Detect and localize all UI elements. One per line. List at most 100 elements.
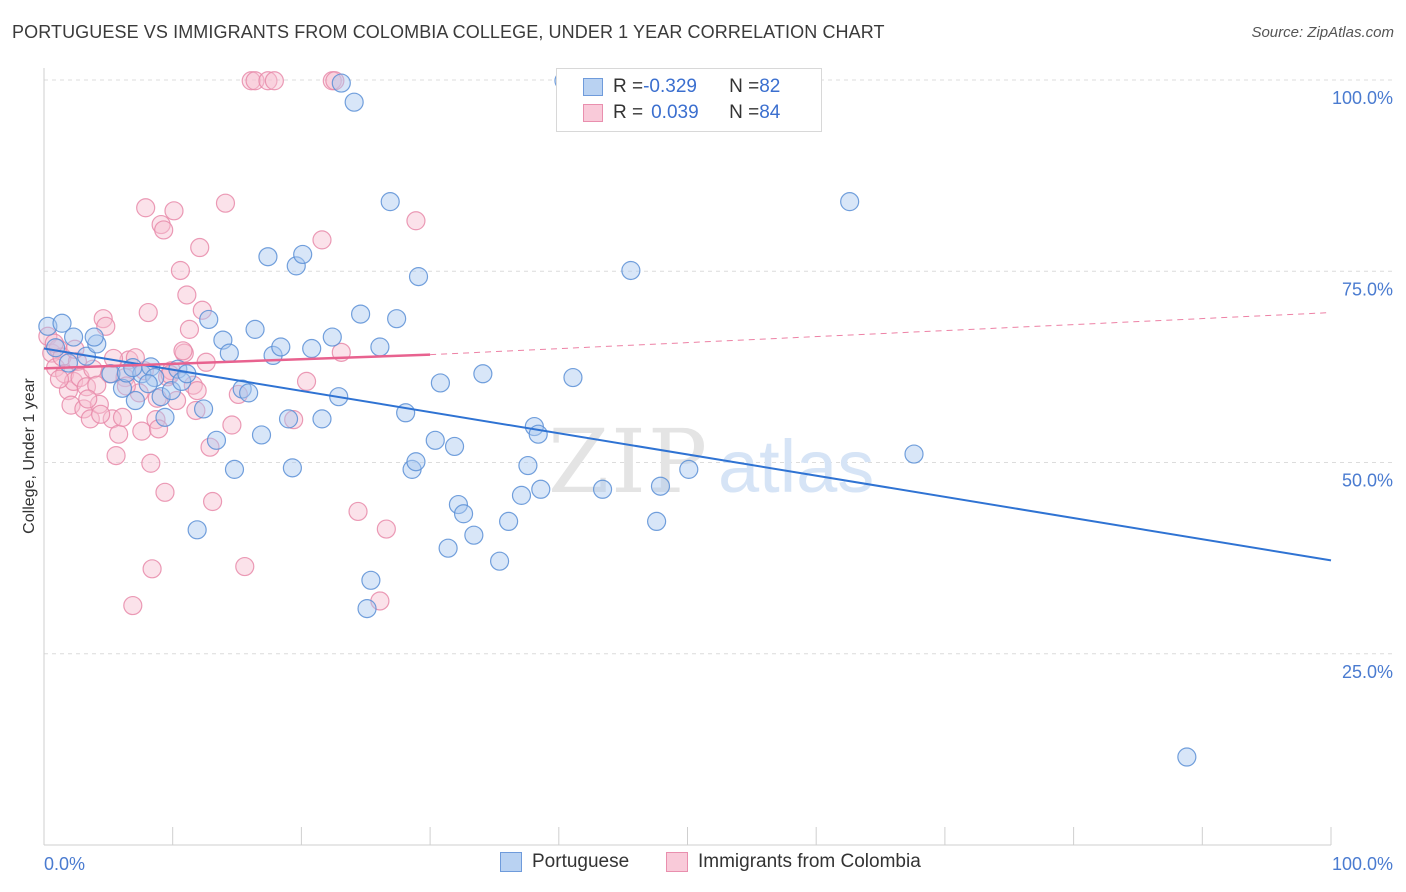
legend-swatch-portuguese [583,78,603,96]
point-portuguese [187,520,207,540]
point-colombia [61,395,81,415]
point-portuguese [473,364,493,384]
point-portuguese [219,343,239,363]
x-axis-ticks [43,827,1332,845]
point-colombia [190,237,210,258]
y-tick-label: 75.0% [1342,279,1393,299]
point-portuguese [647,511,667,532]
point-portuguese [464,525,484,545]
point-portuguese [58,353,79,373]
point-portuguese [406,452,426,472]
trend-line-colombia [43,353,431,370]
point-colombia [80,409,100,429]
bottom-legend-swatch-portuguese [500,852,522,872]
point-portuguese [331,73,351,93]
trend-lines [43,312,1332,562]
point-portuguese [155,407,175,427]
legend-n-value-portuguese: 82 [759,76,781,97]
bottom-legend-label-colombia: Immigrants from Colombia [698,851,921,872]
point-colombia [148,419,169,439]
y-axis-label: College, Under 1 year [21,378,38,534]
watermark-zip: ZIP [548,410,709,513]
point-colombia [166,390,187,411]
point-portuguese [322,327,342,347]
point-portuguese [101,364,121,384]
point-portuguese [199,309,219,330]
point-colombia [151,214,171,235]
legend-r-label: R = [613,102,644,123]
point-portuguese [592,479,613,499]
point-portuguese [138,374,158,394]
point-portuguese [258,247,278,267]
point-colombia [215,193,236,213]
point-colombia [186,400,206,421]
point-colombia [112,407,133,427]
point-colombia [264,71,284,91]
trend-line-colombia-extension [430,312,1332,356]
point-colombia [173,341,193,361]
trend-line-portuguese [43,347,1332,562]
point-colombia [106,446,126,466]
point-colombia [155,482,175,502]
point-portuguese [271,337,291,357]
point-portuguese [489,551,510,571]
point-colombia [228,384,248,405]
chart-title: PORTUGUESE VS IMMIGRANTS FROM COLOMBIA C… [12,22,885,42]
legend-row-colombia: R = 0.039 N = 84 [583,101,780,125]
point-portuguese [224,459,245,479]
point-portuguese [125,390,145,411]
x-tick-label: 100.0% [1332,854,1393,874]
point-colombia [91,404,111,424]
legend-r-label: R = [613,76,644,97]
point-portuguese [380,192,400,212]
point-colombia [154,220,174,240]
point-colombia [258,71,278,91]
point-portuguese [511,485,532,505]
x-tick-label: 0.0% [44,854,85,874]
point-portuguese [206,430,227,450]
point-portuguese [518,455,538,476]
point-portuguese [370,337,390,357]
y-tick-label: 25.0% [1342,662,1393,682]
point-colombia [76,377,97,397]
point-portuguese [282,458,302,478]
point-portuguese [425,430,445,450]
point-colombia [376,519,396,539]
watermark-atlas: atlas [718,425,874,508]
point-colombia [164,201,184,221]
point-portuguese [621,260,641,281]
point-colombia [183,375,203,395]
point-portuguese [840,192,860,212]
point-portuguese [650,476,671,496]
legend-n-label: N = [729,102,760,123]
point-portuguese [38,316,58,336]
point-portuguese [430,373,450,393]
point-colombia [170,260,191,281]
point-portuguese [387,309,407,329]
point-portuguese [448,494,469,515]
point-colombia [296,371,317,392]
point-portuguese [438,538,458,558]
legend-r-value-colombia: 0.039 [651,102,699,123]
point-colombia [136,198,156,218]
y-tick-label: 100.0% [1332,88,1393,108]
point-portuguese [361,570,381,590]
point-colombia [132,421,152,441]
legend-n-value-colombia: 84 [759,102,781,123]
point-portuguese [293,244,313,265]
bottom-legend-label-portuguese: Portuguese [532,851,630,872]
bottom-legend-swatch-colombia [666,852,688,872]
watermark: ZIP atlas [548,410,874,513]
series-portuguese-points [38,71,1197,767]
x-axis-tick-labels: 0.0% 100.0% [44,854,1393,874]
point-portuguese [239,383,259,403]
point-portuguese [64,327,84,347]
source-label: Source: ZipAtlas.com [1251,24,1394,41]
point-portuguese [453,504,474,524]
point-portuguese [357,599,377,619]
point-portuguese [116,363,136,383]
correlation-legend: R = -0.329 N = 82 R = 0.039 N = 84 [556,68,822,132]
point-colombia [49,369,70,389]
point-colombia [235,556,255,577]
